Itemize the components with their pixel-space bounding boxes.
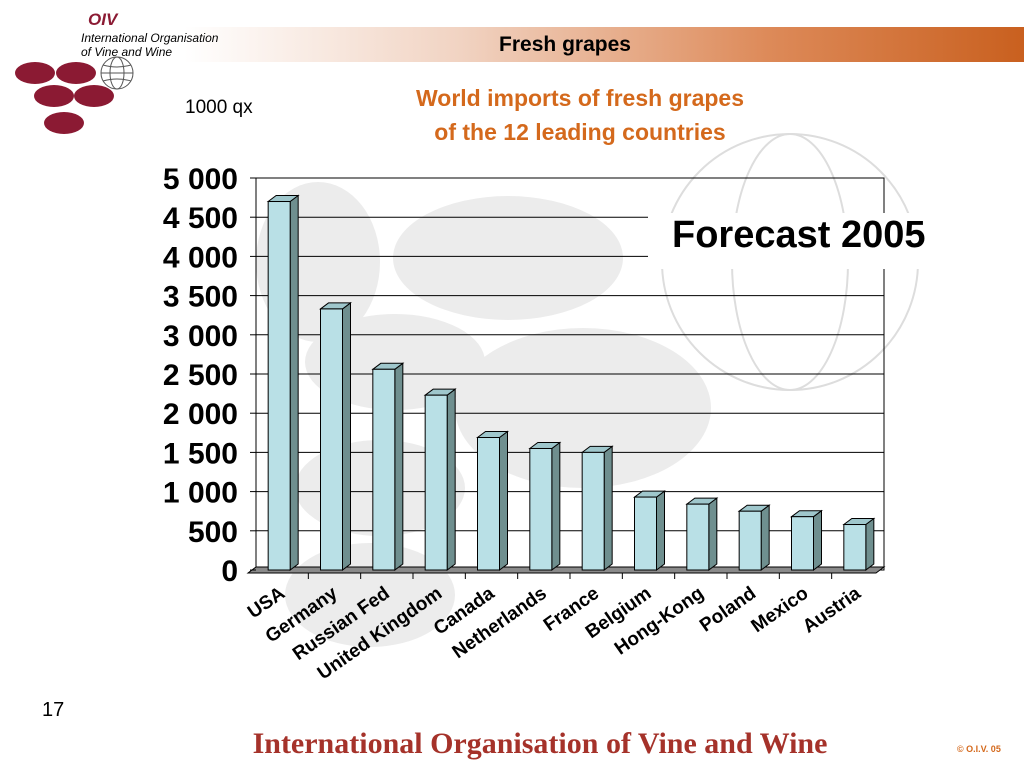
y-tick-label: 4 000 [163,241,238,274]
bar [737,504,771,571]
chart-floor [246,566,886,574]
bar-front [267,201,291,571]
bar-side [394,362,404,571]
forecast-label-background [648,213,978,269]
bar [266,194,300,571]
watermark-ellipse [455,328,711,488]
forecast-annotation: Forecast 2005 [672,214,926,256]
y-tick-label: 0 [221,555,238,588]
bar-front [791,516,814,571]
bar-front [738,510,762,571]
y-tick-label: 3 000 [163,320,238,353]
y-tick-label: 2 000 [163,398,238,431]
x-tick-label: Mexico [748,583,813,637]
bar-front [424,394,448,571]
bar-side [446,388,456,571]
copyright: © O.I.V. 05 [957,744,1001,754]
bar [633,490,666,571]
bar-front [320,308,343,571]
bar [476,430,509,571]
watermark-ellipse [393,196,623,320]
bar [580,445,614,571]
bar-side [551,441,561,571]
y-tick-label: 1 000 [163,477,238,510]
globe-icon [100,56,134,90]
bar [685,497,719,571]
y-tick-label: 2 500 [163,359,238,392]
y-tick-label: 4 500 [163,202,238,235]
unit-label: 1000 qx [185,97,253,118]
bar [371,362,405,571]
bar-front [529,447,553,571]
y-tick-label: 3 500 [163,281,238,314]
bar-side [289,194,299,571]
bar-side [865,517,875,571]
bars [266,194,876,571]
bar [319,301,352,571]
bar [528,441,562,571]
bar-side [656,490,665,571]
chart-title-line2: of the 12 leading countries [434,119,726,145]
grape-ellipse [56,62,96,84]
x-tick-label: Poland [696,583,760,637]
y-axis-ticks: 0 500 1 000 1 500 2 000 2 500 3 000 3 500 4 000 4… [163,163,256,588]
bar-side [708,497,718,571]
bar [423,388,457,571]
slide-number: 17 [42,699,65,721]
bar-side [499,430,508,571]
org-name-line2: of Vine and Wine [81,45,173,59]
org-name-line1: International Organisation [81,31,219,45]
grape-ellipse [34,85,74,107]
bar-side [760,504,770,571]
oiv-grape-logo [15,56,134,134]
bar-front [634,496,657,571]
grape-ellipse [15,62,55,84]
bar-front [581,451,605,571]
grape-ellipse [44,112,84,134]
chart-title: World imports of fresh grapes of the 12 … [330,81,830,149]
floor-plane [246,566,886,574]
bar [842,517,876,571]
bar-front [686,503,710,571]
y-tick-label: 500 [188,516,238,549]
bar-side [342,301,351,571]
header-bar [0,27,1024,62]
bar-side [813,509,822,571]
bar-side [603,445,613,571]
bar-front [372,368,396,571]
bar-front [477,437,500,571]
y-tick-label: 5 000 [163,163,238,196]
bar-front [843,524,867,571]
gridlines [256,177,884,532]
chart-title-line1: World imports of fresh grapes [415,85,744,111]
y-tick-label: 1 500 [163,437,238,470]
x-tick-label: Austria [799,583,865,638]
bar [790,509,823,571]
oiv-abbreviation: OIV [88,10,118,29]
grape-ellipse [74,85,114,107]
footer-title: International Organisation of Vine and W… [252,727,828,760]
slide-title: Fresh grapes [499,33,631,56]
